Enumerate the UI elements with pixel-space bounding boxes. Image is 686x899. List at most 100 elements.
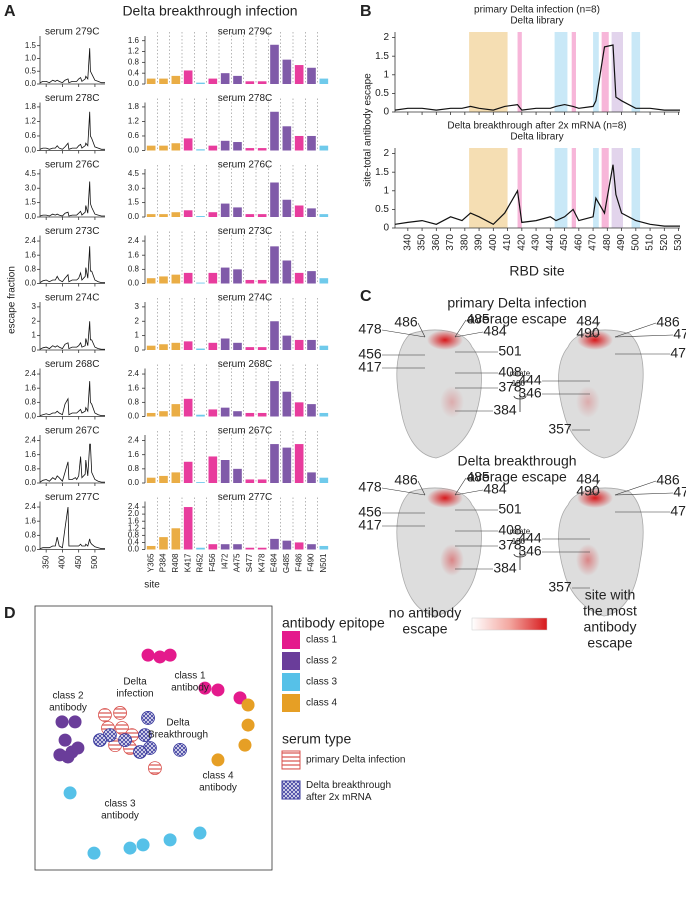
logo-stack (245, 547, 255, 550)
logo-stack (270, 444, 279, 483)
logo-stack (233, 544, 242, 550)
site-label: 408 (498, 364, 522, 380)
logo-stack (171, 404, 181, 417)
legend-swatch (282, 694, 300, 712)
site-label: 486 (394, 314, 418, 330)
site-label: 478 (358, 321, 382, 337)
escape-hotspot (440, 544, 464, 576)
logo-stack (270, 381, 279, 417)
y-tick-label: 0.0 (128, 146, 140, 155)
y-tick-label: 3.0 (128, 183, 140, 192)
structure-title: primary Delta infection (447, 295, 586, 311)
x-tick-label: K478 (257, 553, 266, 572)
y-tick-label: 0.0 (25, 279, 37, 288)
rotate-label: rotate (510, 369, 531, 378)
logo-stack (282, 447, 292, 483)
colorbar (471, 617, 548, 631)
logo-stack (146, 278, 156, 284)
structure-title: average escape (467, 311, 567, 327)
logo-stack (183, 272, 193, 284)
logo-stack (171, 274, 181, 284)
colorbar-label: site with (585, 587, 636, 603)
y-tick-label: 1.8 (25, 102, 37, 111)
legend-label: Delta breakthrough after 2x mRNA (306, 780, 391, 803)
colorbar-label: the most (583, 603, 637, 619)
logo-stack (294, 65, 304, 84)
leader (589, 321, 601, 338)
logo-stack (270, 182, 279, 217)
legend-label: class 4 (306, 698, 338, 709)
axis (39, 368, 105, 417)
site-label: 378 (498, 537, 522, 553)
structure-title: Delta breakthrough (457, 453, 576, 469)
logo-stack (159, 411, 168, 417)
highlight (593, 32, 599, 112)
logo-stack (171, 212, 181, 217)
serum-name: serum 274C (218, 293, 272, 304)
panel-label: D (4, 605, 16, 622)
leader (589, 479, 601, 496)
y-tick-label: 1.6 (128, 516, 140, 525)
logo-stack (196, 547, 205, 550)
x-tick-label: 430 (531, 234, 542, 251)
y-tick-label: 1.6 (128, 36, 140, 45)
point (141, 648, 155, 662)
serum-name: serum 268C (45, 359, 99, 370)
escape-line (39, 111, 105, 150)
annotation: antibody (199, 783, 237, 794)
y-tick-label: 0 (32, 345, 37, 354)
logo-stack (196, 348, 205, 350)
logo-stack (319, 78, 329, 84)
y-tick-label: 2.4 (25, 369, 37, 378)
x-axis-label: RBD site (509, 263, 564, 279)
escape-line (39, 506, 105, 549)
y-tick-label: 1.5 (375, 51, 389, 62)
highlight (469, 32, 508, 112)
escape-line (39, 321, 105, 350)
x-tick-label: F456 (208, 553, 217, 572)
x-tick-label: A475 (233, 553, 242, 572)
site-label: 408 (498, 522, 522, 538)
escape-hotspot (576, 544, 600, 576)
point (55, 715, 69, 729)
x-tick-label: 470 (588, 234, 599, 251)
point (68, 715, 82, 729)
x-tick-label: 360 (431, 234, 442, 251)
chart-title: Delta breakthrough infection (122, 3, 297, 19)
x-tick-label: 490 (616, 234, 627, 251)
annotation: Breakthrough (148, 730, 208, 741)
y-tick-label: 1.6 (128, 383, 140, 392)
x-tick-label: G485 (282, 553, 291, 573)
point (173, 742, 187, 757)
site-label: 357 (548, 579, 572, 595)
logo-stack (183, 507, 193, 550)
serum-name: serum 267C (45, 426, 99, 437)
y-tick-label: 2.4 (128, 502, 140, 511)
y-tick-label: 2 (32, 316, 37, 325)
annotation: antibody (101, 811, 139, 822)
highlight (611, 148, 623, 228)
logo-stack (270, 321, 279, 350)
logo-stack (282, 260, 292, 284)
logo-stack (208, 212, 218, 217)
site-label: 346 (518, 385, 542, 401)
logo-stack (183, 210, 193, 217)
site-label: 384 (493, 560, 517, 576)
axis (394, 148, 680, 229)
logo-stack (257, 279, 267, 284)
point (238, 738, 252, 752)
serum-name: serum 268C (218, 359, 272, 370)
logo-stack (282, 391, 292, 417)
point (133, 745, 147, 759)
rbd-surface (558, 329, 644, 459)
x-tick-label: 400 (488, 234, 499, 251)
y-tick-label: 4.5 (128, 169, 140, 178)
logo-stack (146, 545, 156, 550)
legend-label: class 2 (306, 656, 338, 667)
logo-stack (245, 347, 255, 350)
x-tick-label: Y365 (146, 553, 155, 572)
leader (614, 480, 657, 496)
legend-title: serum type (282, 731, 351, 747)
logo-stack (196, 282, 205, 284)
legend-label: primary Delta infection (306, 755, 405, 766)
